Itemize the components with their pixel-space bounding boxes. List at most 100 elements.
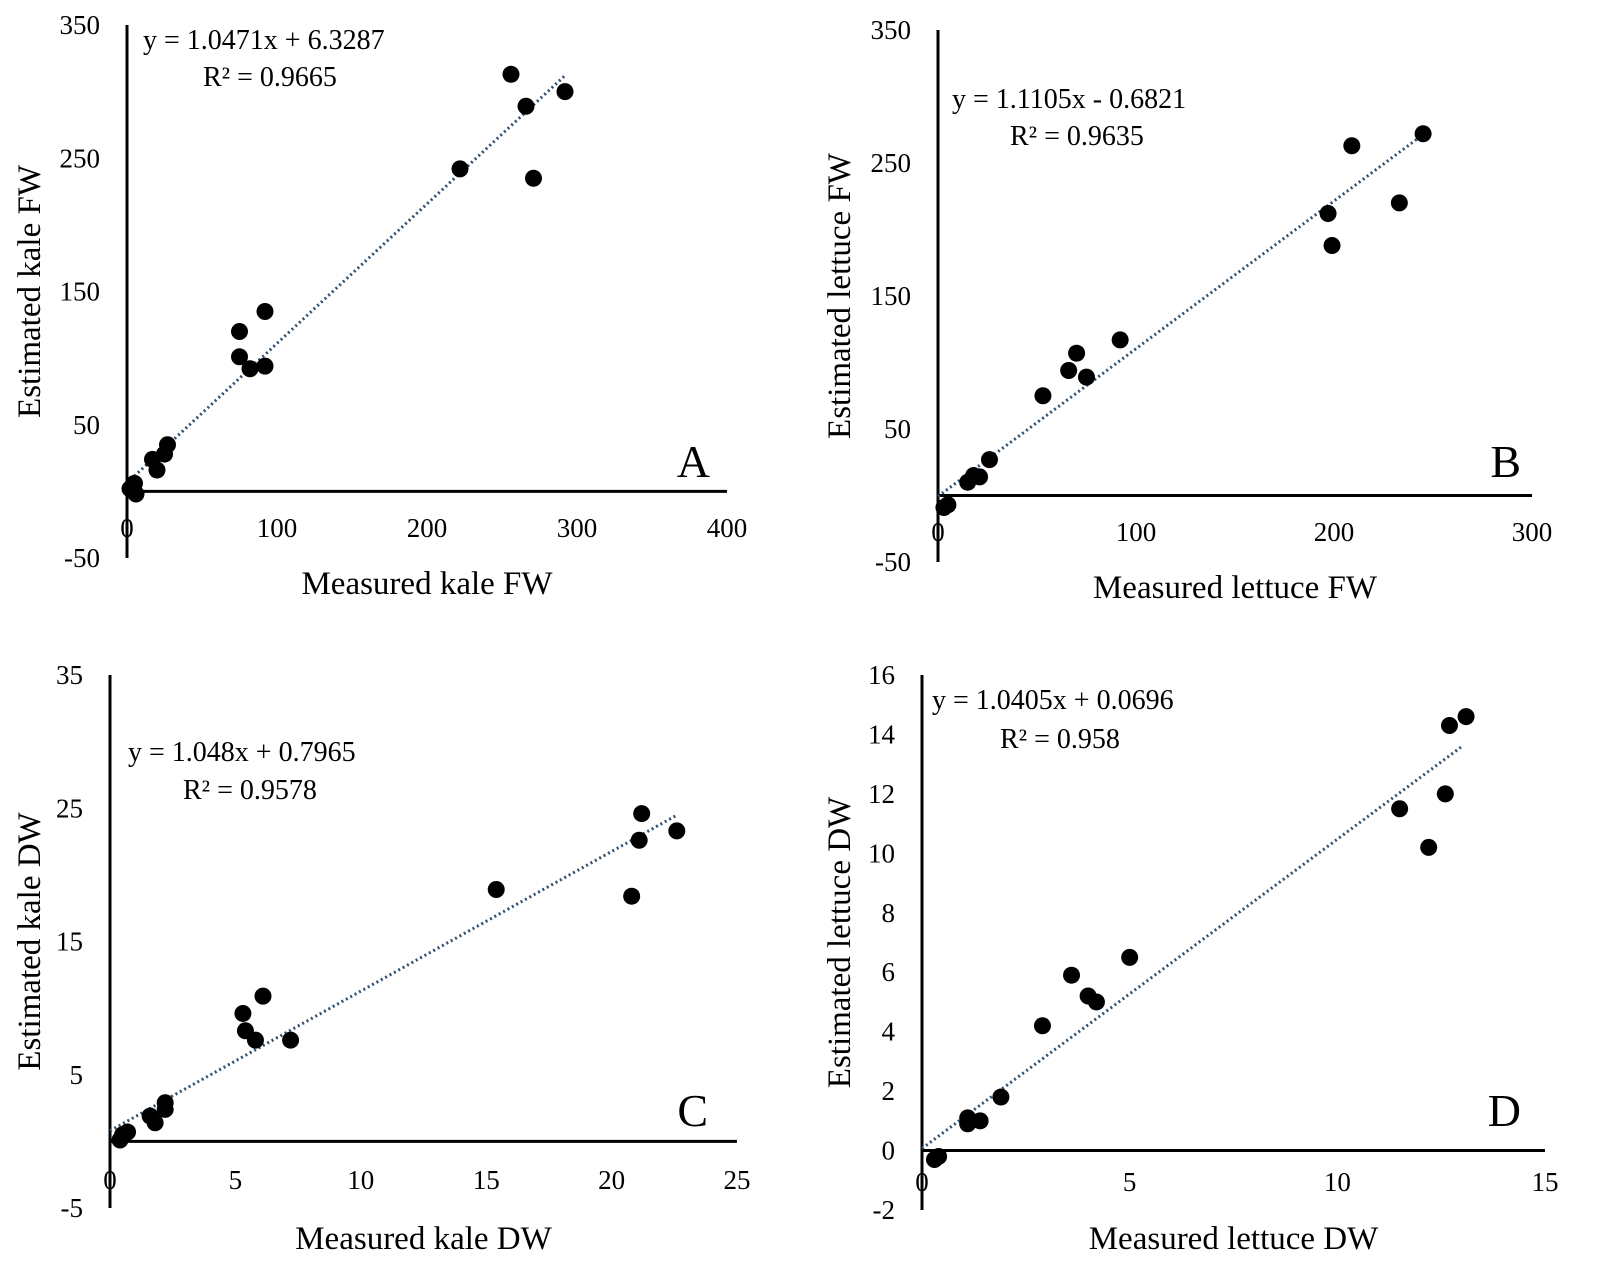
r-squared-label: R² = 0.9665 — [203, 62, 337, 93]
y-tick-label: 8 — [882, 898, 896, 928]
data-point — [630, 831, 648, 849]
data-point — [1319, 205, 1337, 223]
x-tick-label: 200 — [407, 513, 448, 543]
y-tick-label: 150 — [871, 281, 912, 311]
x-tick-label: 400 — [707, 513, 748, 543]
y-tick-label: 250 — [871, 148, 912, 178]
y-tick-label: 2 — [882, 1076, 896, 1106]
y-tick-label: 50 — [73, 410, 100, 440]
y-axis-title: Estimated lettuce FW — [822, 152, 858, 439]
y-tick-label: 25 — [56, 793, 83, 823]
trendline — [921, 745, 1463, 1150]
data-point — [1457, 708, 1475, 726]
panel-letter: D — [1488, 1085, 1521, 1136]
panel-c: -5 5 15 25 35 0 5 10 15 20 25 Estimated kale DW Meas… — [12, 660, 751, 1257]
y-tick-label: -5 — [61, 1193, 84, 1223]
panel-letter: A — [677, 436, 710, 487]
panel-letter: C — [677, 1085, 708, 1136]
r-squared-label: R² = 0.9578 — [183, 775, 317, 806]
y-tick-label: 0 — [882, 1136, 896, 1166]
x-tick-label: 10 — [347, 1165, 374, 1195]
data-point — [1121, 948, 1139, 966]
data-point — [1390, 194, 1408, 212]
panel-letter: B — [1490, 436, 1521, 487]
y-tick-label: 350 — [871, 15, 912, 45]
x-tick-label: 100 — [257, 513, 298, 543]
data-point — [1323, 236, 1341, 254]
x-tick-label: 10 — [1324, 1167, 1351, 1197]
data-point — [1436, 785, 1454, 803]
y-tick-label: 12 — [868, 779, 895, 809]
x-axis-title: Measured kale FW — [301, 566, 553, 602]
x-tick-label: 0 — [915, 1167, 929, 1197]
data-point — [254, 987, 272, 1005]
y-tick-label: 15 — [56, 927, 83, 957]
regression-equation: y = 1.1105x - 0.6821 — [952, 84, 1186, 115]
y-tick-label: 35 — [56, 660, 83, 690]
data-point — [156, 1094, 174, 1112]
trendline — [937, 133, 1424, 498]
x-tick-label: 300 — [557, 513, 598, 543]
y-tick-label: 150 — [60, 277, 101, 307]
data-point — [159, 436, 176, 454]
x-axis-title: Measured lettuce FW — [1093, 570, 1378, 606]
data-point — [246, 1031, 264, 1049]
y-tick-label: 14 — [868, 719, 896, 749]
y-tick-label: 16 — [868, 660, 895, 690]
data-point — [256, 357, 274, 375]
data-point — [1343, 137, 1361, 155]
data-point — [1420, 838, 1438, 856]
data-point — [1391, 800, 1409, 818]
y-tick-label: 50 — [884, 414, 911, 444]
data-point — [1060, 361, 1078, 379]
data-point — [148, 461, 166, 479]
data-point — [971, 468, 989, 486]
data-point — [1034, 387, 1052, 405]
x-tick-label: 20 — [598, 1165, 625, 1195]
data-point — [282, 1031, 300, 1049]
data-point — [487, 881, 505, 899]
data-point — [623, 887, 641, 905]
data-point — [556, 83, 574, 101]
r-squared-label: R² = 0.958 — [1000, 724, 1120, 755]
data-point — [127, 485, 145, 503]
data-point — [1087, 993, 1105, 1011]
panel-d: -2 0 2 4 6 8 10 12 14 16 0 5 10 15 Estimated lettuce D… — [822, 660, 1559, 1257]
x-axis-title: Measured kale DW — [295, 1221, 552, 1257]
y-tick-label: -2 — [873, 1195, 896, 1225]
data-point — [241, 360, 259, 378]
data-point — [1440, 717, 1458, 735]
x-tick-label: 15 — [1532, 1167, 1559, 1197]
y-tick-label: -50 — [64, 543, 100, 573]
data-point — [939, 496, 957, 514]
trendline — [109, 813, 678, 1133]
data-point — [1078, 368, 1095, 386]
data-point — [502, 65, 520, 83]
data-point — [451, 160, 469, 178]
y-tick-label: 4 — [882, 1017, 896, 1047]
data-point — [633, 805, 651, 823]
x-tick-label: 300 — [1512, 517, 1553, 547]
panel-b: -50 50 150 250 350 0 100 200 300 Estimated lettuc… — [822, 15, 1552, 606]
data-point — [980, 451, 998, 469]
data-point — [992, 1088, 1010, 1106]
x-tick-label: 0 — [103, 1165, 117, 1195]
data-point — [119, 1123, 137, 1141]
x-tick-label: 5 — [229, 1165, 243, 1195]
x-tick-label: 15 — [473, 1165, 500, 1195]
data-point — [525, 169, 542, 187]
x-tick-label: 0 — [931, 517, 945, 547]
data-point — [146, 1114, 164, 1132]
x-tick-label: 5 — [1123, 1167, 1137, 1197]
data-point — [1414, 125, 1432, 143]
x-tick-label: 200 — [1314, 517, 1355, 547]
x-tick-label: 0 — [120, 513, 134, 543]
data-point — [1063, 966, 1081, 984]
r-squared-label: R² = 0.9635 — [1010, 121, 1144, 152]
data-point — [1111, 331, 1129, 349]
y-axis-title: Estimated kale DW — [12, 811, 48, 1070]
y-axis-title: Estimated kale FW — [12, 164, 48, 418]
data-point — [971, 1112, 989, 1130]
y-tick-label: 350 — [60, 10, 101, 40]
